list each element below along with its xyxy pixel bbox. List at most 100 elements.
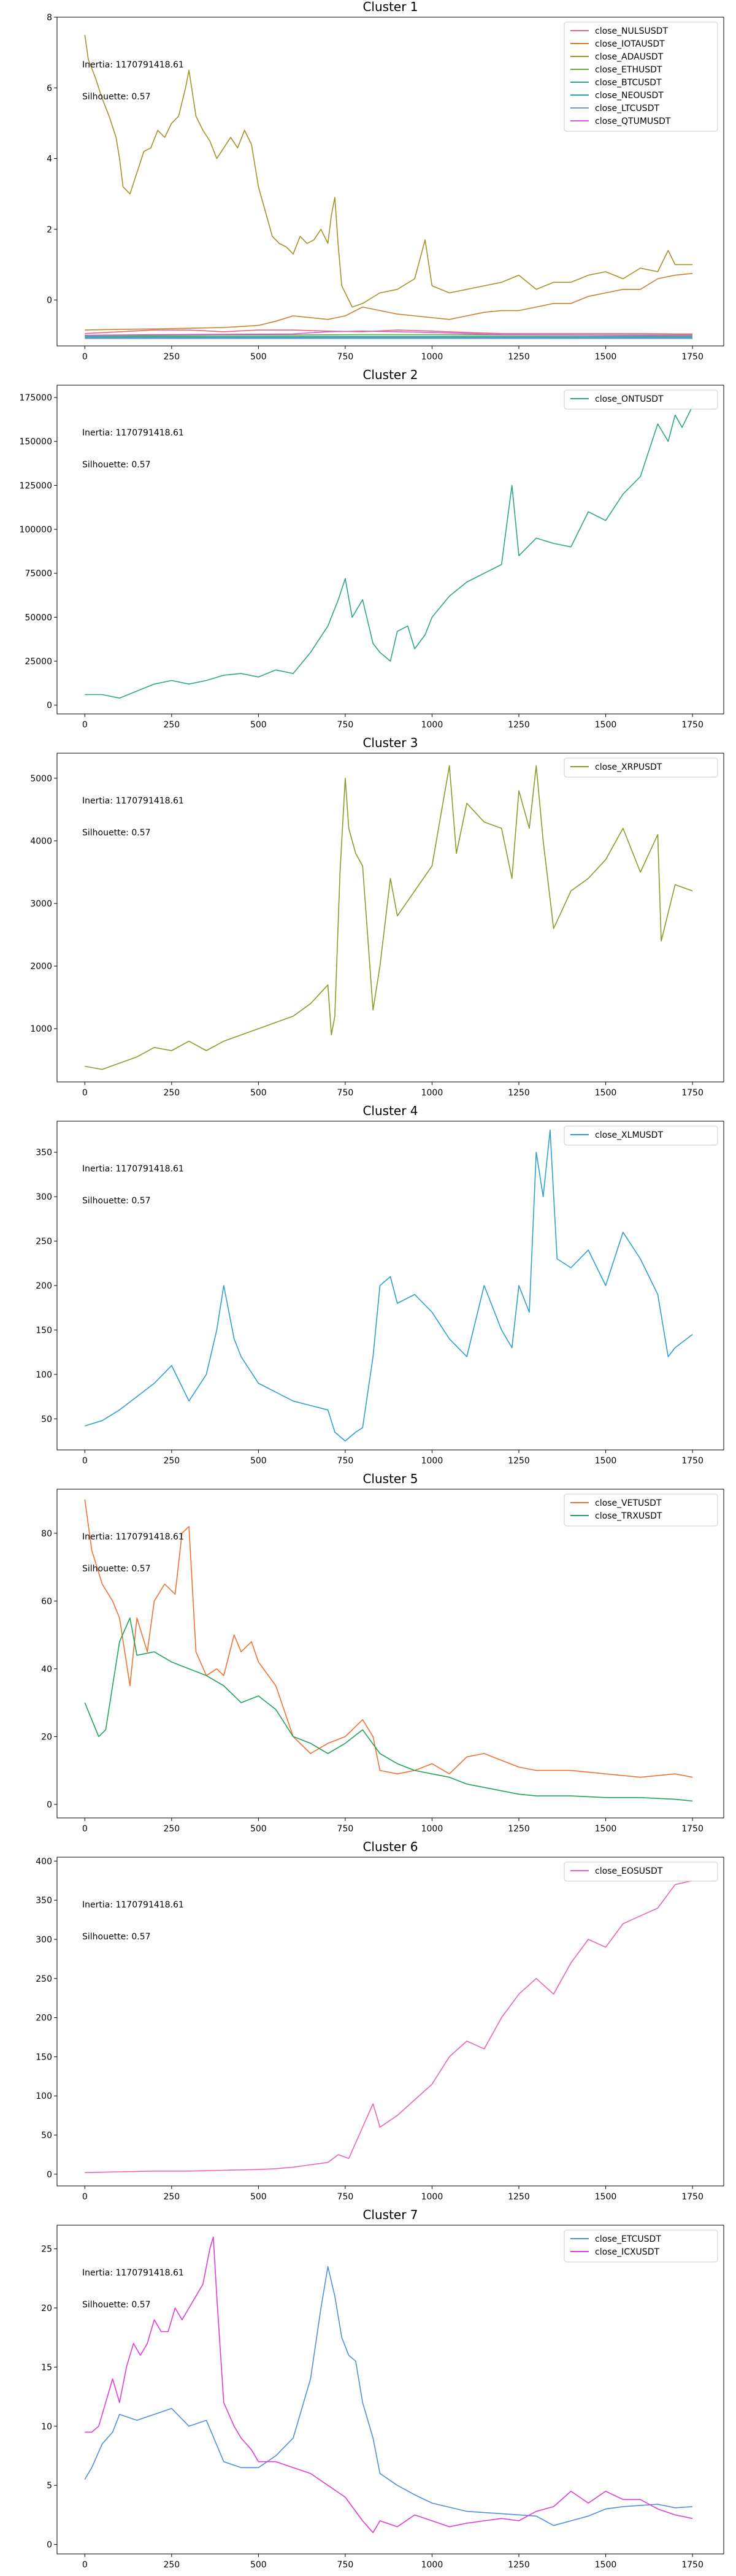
y-tick-label: 50 [41,2131,52,2141]
y-tick-label: 50 [41,1414,52,1424]
silhouette-annotation: Silhouette: 0.57 [82,460,151,470]
y-tick-label: 2000 [30,962,52,972]
y-tick-label: 0 [47,2170,52,2180]
x-tick-label: 1250 [508,720,530,730]
legend-label: close_ONTUSDT [595,394,664,404]
y-tick-label: 250 [36,1237,52,1247]
legend-label: close_XRPUSDT [595,762,662,772]
y-tick-label: 20 [41,1732,52,1742]
legend: close_XLMUSDT [564,1125,718,1146]
x-tick-label: 1000 [421,1456,443,1466]
silhouette-annotation: Silhouette: 0.57 [82,1196,151,1206]
chart-panel-1: Cluster 1 0 250 500 750 1000 1250 1500 1750 0 2 4 6 8… [0,0,736,368]
x-tick-label: 0 [82,1824,88,1834]
chart-svg-4: Cluster 4 0 250 500 750 1000 1250 1500 1750 50 100… [36,1104,724,1466]
x-tick-label: 1250 [508,1824,530,1834]
y-tick-label: 0 [47,1800,52,1810]
x-tick-label: 1750 [681,720,703,730]
x-tick-label: 1250 [508,352,530,362]
legend: close_XRPUSDT [564,757,718,778]
y-tick-label: 50000 [25,613,52,623]
series-line-close_iotausdt [85,273,693,331]
x-tick-label: 1500 [595,2560,617,2570]
x-tick-label: 500 [250,720,267,730]
x-tick-label: 1000 [421,720,443,730]
x-tick-label: 1250 [508,1456,530,1466]
x-tick-label: 500 [250,352,267,362]
x-tick-label: 1250 [508,2192,530,2202]
x-tick-label: 1000 [421,2192,443,2202]
chart-title: Cluster 5 [362,1472,418,1486]
chart-svg-1: Cluster 1 0 250 500 750 1000 1250 1500 1750 0 2 4 6 8… [47,0,724,362]
series-line-close_nulsusdt [85,329,692,335]
y-tick-label: 5 [47,2481,52,2491]
x-tick-label: 750 [337,1824,354,1834]
y-tick-label: 8 [47,13,52,23]
silhouette-annotation: Silhouette: 0.57 [82,2300,151,2310]
chart-panel-3: Cluster 3 0 250 500 750 1000 1250 1500 1750 1000 2… [0,736,736,1104]
inertia-annotation: Inertia: 1170791418.61 [82,1900,184,1910]
y-tick-label: 0 [47,296,52,305]
chart-panel-5: Cluster 5 0 250 500 750 1000 1250 1500 1750 0 20 40… [0,1472,736,1840]
x-tick-label: 1750 [681,1824,703,1834]
inertia-annotation: Inertia: 1170791418.61 [82,1532,184,1542]
x-tick-label: 750 [337,720,354,730]
chart-panel-6: Cluster 6 0 250 500 750 1000 1250 1500 1750 0 50 10… [0,1840,736,2208]
x-tick-label: 1250 [508,2560,530,2570]
legend: close_EOSUSDT [564,1861,718,1882]
y-tick-label: 5000 [30,774,52,784]
chart-title: Cluster 3 [362,736,418,750]
y-tick-label: 4000 [30,837,52,846]
y-tick-label: 400 [36,1857,52,1866]
plot-frame [56,753,724,1083]
y-tick-label: 6 [47,83,52,93]
series-line-close_vetusdt [84,1499,693,1778]
x-tick-label: 0 [82,2192,88,2202]
plot-frame [56,1489,724,1819]
series-line-close_xrpusdt [85,765,693,1070]
y-tick-label: 40 [41,1665,52,1674]
x-tick-label: 500 [250,2560,267,2570]
plot-frame [56,17,724,347]
x-tick-label: 1500 [595,1088,617,1098]
chart-title: Cluster 2 [362,368,418,382]
x-tick-label: 1500 [595,2192,617,2202]
series-line-close_eosusdt [85,1880,693,2174]
y-tick-label: 150 [36,2052,52,2062]
legend: close_ONTUSDT [564,389,718,410]
series-line-close_icxusdt [85,2236,693,2534]
y-tick-label: 60 [41,1597,52,1606]
x-tick-label: 750 [337,2192,354,2202]
legend-label: close_ICXUSDT [595,2247,659,2257]
series-line-close_trxusdt [84,1617,693,1802]
y-tick-label: 4 [47,155,52,164]
y-tick-label: 150000 [20,437,52,447]
series-line-close_qtumusdt [85,331,692,336]
x-tick-label: 500 [250,2192,267,2202]
legend-label: close_VETUSDT [595,1498,662,1508]
x-tick-label: 500 [250,1088,267,1098]
y-tick-label: 100 [36,2091,52,2101]
x-tick-label: 250 [163,352,180,362]
chart-panel-2: Cluster 2 0 250 500 750 1000 1250 1500 1750 0 2500… [0,368,736,736]
inertia-annotation: Inertia: 1170791418.61 [82,428,184,438]
y-tick-label: 1000 [30,1024,52,1034]
legend-label: close_ETHUSDT [595,65,662,75]
x-tick-label: 1000 [421,352,443,362]
plot-frame [56,1857,724,2187]
x-tick-label: 750 [337,1088,354,1098]
legend: close_VETUSDT close_TRXUSDT [564,1493,718,1527]
x-tick-label: 1000 [421,2560,443,2570]
x-tick-label: 250 [163,2560,180,2570]
x-tick-label: 1000 [421,1088,443,1098]
y-tick-label: 350 [36,1148,52,1158]
x-tick-label: 1500 [595,720,617,730]
y-tick-label: 350 [36,1896,52,1906]
x-tick-label: 1250 [508,1088,530,1098]
chart-svg-7: Cluster 7 0 250 500 750 1000 1250 1500 1750 0 5 10 1… [41,2208,724,2570]
y-tick-label: 20 [41,2304,52,2313]
x-tick-label: 1750 [681,2560,703,2570]
legend-label: close_IOTAUSDT [595,39,665,49]
x-tick-label: 750 [337,352,354,362]
y-tick-label: 2 [47,225,52,235]
